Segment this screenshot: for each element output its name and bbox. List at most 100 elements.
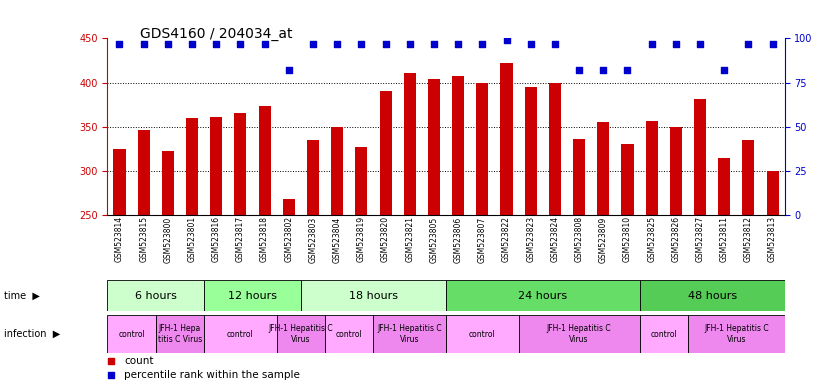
Text: GSM523800: GSM523800 bbox=[164, 216, 173, 263]
Text: infection  ▶: infection ▶ bbox=[4, 329, 60, 339]
Text: GSM523810: GSM523810 bbox=[623, 216, 632, 263]
Text: GSM523818: GSM523818 bbox=[260, 216, 269, 262]
Bar bbox=[373, 315, 446, 353]
Text: time  ▶: time ▶ bbox=[4, 291, 40, 301]
Bar bbox=[743, 140, 754, 215]
Point bbox=[524, 41, 537, 47]
Point bbox=[113, 41, 126, 47]
Bar bbox=[282, 199, 295, 215]
Text: GSM523814: GSM523814 bbox=[115, 216, 124, 263]
Text: 24 hours: 24 hours bbox=[518, 291, 567, 301]
Point bbox=[427, 41, 440, 47]
Point bbox=[104, 358, 117, 364]
Bar bbox=[210, 117, 222, 215]
Bar bbox=[325, 315, 373, 353]
Bar bbox=[501, 63, 513, 215]
Bar bbox=[186, 118, 198, 215]
Text: GSM523816: GSM523816 bbox=[211, 216, 221, 263]
Text: GSM523813: GSM523813 bbox=[768, 216, 777, 263]
Text: GSM523817: GSM523817 bbox=[236, 216, 245, 263]
Text: GSM523812: GSM523812 bbox=[744, 216, 753, 262]
Text: GSM523804: GSM523804 bbox=[333, 216, 342, 263]
Bar bbox=[307, 140, 319, 215]
Point bbox=[306, 41, 320, 47]
Point bbox=[355, 41, 368, 47]
Bar bbox=[548, 83, 561, 215]
Text: GSM523822: GSM523822 bbox=[502, 216, 511, 262]
Point bbox=[718, 67, 731, 73]
Text: GSM523821: GSM523821 bbox=[406, 216, 415, 262]
Bar bbox=[446, 280, 639, 311]
Text: 12 hours: 12 hours bbox=[228, 291, 277, 301]
Bar bbox=[525, 87, 537, 215]
Bar bbox=[573, 139, 585, 215]
Text: 18 hours: 18 hours bbox=[349, 291, 398, 301]
Text: GSM523801: GSM523801 bbox=[188, 216, 197, 263]
Text: control: control bbox=[227, 329, 254, 339]
Bar bbox=[113, 149, 126, 215]
Bar bbox=[138, 130, 150, 215]
Point bbox=[282, 67, 296, 73]
Text: 48 hours: 48 hours bbox=[687, 291, 737, 301]
Bar bbox=[107, 280, 204, 311]
Point bbox=[645, 41, 658, 47]
Bar bbox=[277, 315, 325, 353]
Text: GSM523803: GSM523803 bbox=[308, 216, 317, 263]
Point bbox=[137, 41, 150, 47]
Text: GSM523811: GSM523811 bbox=[719, 216, 729, 262]
Text: JFH-1 Hepatitis C
Virus: JFH-1 Hepatitis C Virus bbox=[268, 324, 333, 344]
Text: GSM523806: GSM523806 bbox=[453, 216, 463, 263]
Text: control: control bbox=[118, 329, 145, 339]
Point bbox=[258, 41, 271, 47]
Bar bbox=[519, 315, 639, 353]
Text: JFH-1 Hepatitis C
Virus: JFH-1 Hepatitis C Virus bbox=[704, 324, 769, 344]
Point bbox=[330, 41, 344, 47]
Bar bbox=[259, 106, 271, 215]
Point bbox=[766, 41, 779, 47]
Point bbox=[403, 41, 416, 47]
Point bbox=[452, 41, 465, 47]
Bar bbox=[446, 315, 519, 353]
Text: GSM523819: GSM523819 bbox=[357, 216, 366, 263]
Text: GSM523820: GSM523820 bbox=[381, 216, 390, 263]
Point bbox=[500, 37, 513, 43]
Bar bbox=[767, 171, 779, 215]
Text: GSM523807: GSM523807 bbox=[477, 216, 487, 263]
Bar bbox=[404, 73, 415, 215]
Point bbox=[548, 41, 562, 47]
Text: GSM523824: GSM523824 bbox=[550, 216, 559, 263]
Text: control: control bbox=[650, 329, 677, 339]
Text: 6 hours: 6 hours bbox=[135, 291, 177, 301]
Point bbox=[621, 67, 634, 73]
Bar bbox=[301, 280, 446, 311]
Text: JFH-1 Hepatitis C
Virus: JFH-1 Hepatitis C Virus bbox=[547, 324, 611, 344]
Bar bbox=[639, 280, 785, 311]
Point bbox=[161, 41, 174, 47]
Point bbox=[186, 41, 199, 47]
Bar bbox=[204, 280, 301, 311]
Bar bbox=[477, 83, 488, 215]
Text: percentile rank within the sample: percentile rank within the sample bbox=[125, 370, 300, 380]
Bar bbox=[694, 99, 706, 215]
Point bbox=[234, 41, 247, 47]
Bar bbox=[621, 144, 634, 215]
Point bbox=[742, 41, 755, 47]
Text: GSM523815: GSM523815 bbox=[139, 216, 148, 263]
Text: GSM523825: GSM523825 bbox=[647, 216, 656, 263]
Point bbox=[476, 41, 489, 47]
Text: GSM523826: GSM523826 bbox=[672, 216, 681, 263]
Point bbox=[379, 41, 392, 47]
Text: GSM523802: GSM523802 bbox=[284, 216, 293, 263]
Bar bbox=[355, 147, 368, 215]
Text: control: control bbox=[469, 329, 496, 339]
Text: GSM523808: GSM523808 bbox=[575, 216, 584, 263]
Bar bbox=[646, 121, 657, 215]
Bar bbox=[639, 315, 688, 353]
Text: GSM523823: GSM523823 bbox=[526, 216, 535, 263]
Text: JFH-1 Hepa
titis C Virus: JFH-1 Hepa titis C Virus bbox=[158, 324, 202, 344]
Bar bbox=[428, 79, 440, 215]
Bar bbox=[235, 114, 246, 215]
Text: GSM523809: GSM523809 bbox=[599, 216, 608, 263]
Point bbox=[572, 67, 586, 73]
Bar bbox=[331, 127, 344, 215]
